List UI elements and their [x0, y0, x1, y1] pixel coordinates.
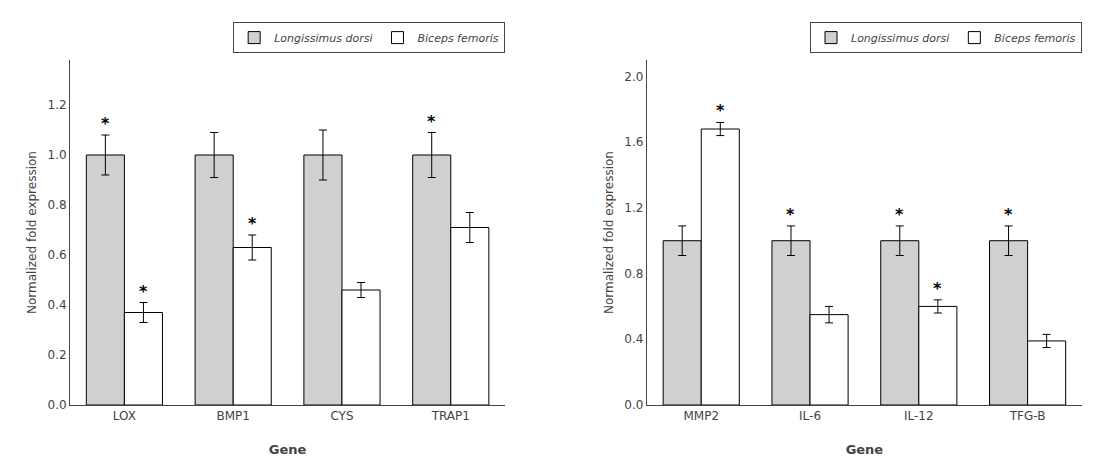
svg-text:Normalized fold expression: Normalized fold expression: [602, 151, 616, 314]
svg-text:Longissimus dorsi: Longissimus dorsi: [274, 32, 372, 45]
svg-text:0.0: 0.0: [48, 398, 67, 412]
svg-text:*: *: [101, 114, 110, 133]
svg-text:MMP2: MMP2: [683, 409, 719, 423]
svg-text:0.2: 0.2: [48, 348, 67, 362]
svg-text:TRAP1: TRAP1: [431, 409, 470, 423]
svg-text:BMP1: BMP1: [216, 409, 249, 423]
svg-text:Longissimus dorsi: Longissimus dorsi: [851, 32, 949, 45]
svg-text:*: *: [139, 282, 148, 301]
svg-text:0.8: 0.8: [48, 198, 67, 212]
svg-text:2.0: 2.0: [624, 70, 643, 84]
svg-text:*: *: [716, 101, 725, 120]
svg-text:IL-6: IL-6: [799, 409, 821, 423]
svg-text:0.4: 0.4: [624, 332, 643, 346]
svg-text:0.8: 0.8: [624, 267, 643, 281]
svg-text:*: *: [786, 205, 795, 224]
svg-text:LOX: LOX: [113, 409, 136, 423]
svg-text:Gene: Gene: [846, 442, 884, 457]
svg-text:*: *: [427, 112, 436, 131]
svg-text:*: *: [895, 205, 904, 224]
svg-text:Normalized fold expression: Normalized fold expression: [25, 151, 39, 314]
svg-text:Biceps femoris: Biceps femoris: [994, 32, 1075, 45]
svg-text:IL-12: IL-12: [904, 409, 934, 423]
svg-text:Biceps femoris: Biceps femoris: [417, 32, 498, 45]
svg-text:1.6: 1.6: [624, 135, 643, 149]
svg-text:Gene: Gene: [269, 442, 307, 457]
svg-text:*: *: [933, 279, 942, 298]
svg-text:TFG-B: TFG-B: [1009, 409, 1046, 423]
svg-text:0.0: 0.0: [624, 398, 643, 412]
svg-text:0.6: 0.6: [48, 248, 67, 262]
svg-text:*: *: [248, 214, 257, 233]
svg-text:1.0: 1.0: [48, 148, 67, 162]
svg-text:*: *: [1004, 205, 1013, 224]
svg-text:1.2: 1.2: [624, 201, 643, 215]
svg-text:CYS: CYS: [330, 409, 353, 423]
svg-text:1.2: 1.2: [48, 98, 67, 112]
svg-text:0.4: 0.4: [48, 298, 67, 312]
